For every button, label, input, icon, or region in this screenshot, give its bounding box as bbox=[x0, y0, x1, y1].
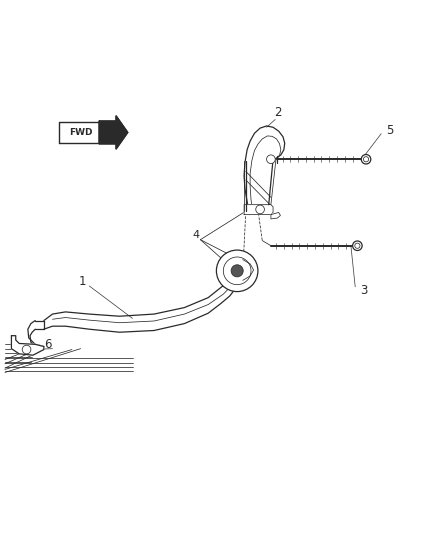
Circle shape bbox=[223, 257, 251, 285]
Polygon shape bbox=[244, 205, 273, 215]
Polygon shape bbox=[99, 116, 128, 149]
Ellipse shape bbox=[353, 241, 362, 251]
Text: 6: 6 bbox=[44, 338, 52, 351]
Text: FWD: FWD bbox=[69, 128, 93, 137]
Polygon shape bbox=[44, 272, 236, 332]
Polygon shape bbox=[271, 213, 280, 219]
Ellipse shape bbox=[361, 155, 371, 164]
Circle shape bbox=[267, 155, 275, 164]
Circle shape bbox=[22, 345, 31, 354]
Polygon shape bbox=[28, 320, 44, 350]
Text: 1: 1 bbox=[79, 275, 87, 288]
Circle shape bbox=[231, 265, 243, 277]
Circle shape bbox=[216, 250, 258, 292]
Polygon shape bbox=[59, 122, 99, 143]
Circle shape bbox=[256, 205, 265, 214]
Polygon shape bbox=[11, 336, 44, 355]
Text: 2: 2 bbox=[274, 107, 281, 119]
Text: 4: 4 bbox=[193, 230, 200, 240]
Text: 3: 3 bbox=[360, 284, 367, 297]
Text: 5: 5 bbox=[386, 124, 393, 137]
